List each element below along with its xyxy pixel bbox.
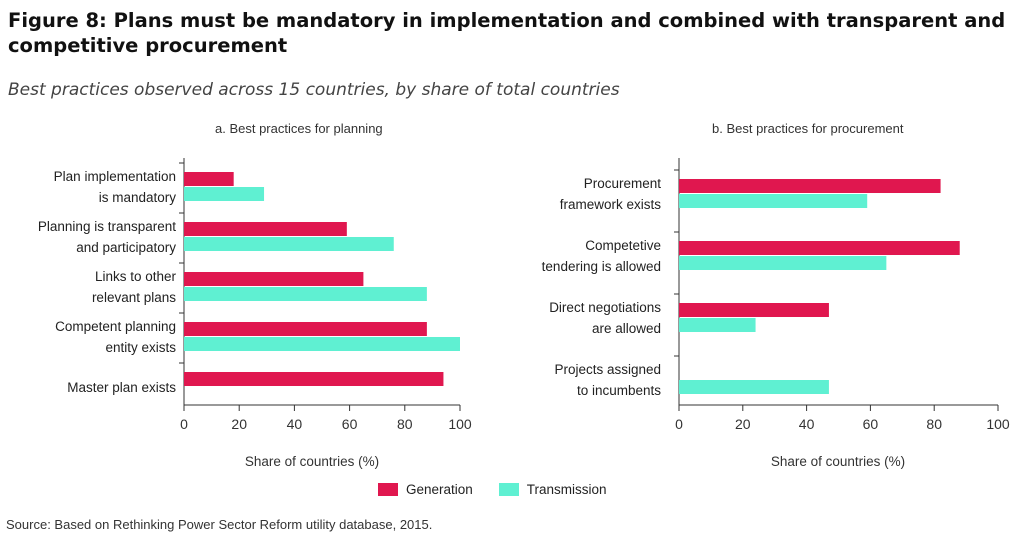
panel-b-category-label-line: Procurement (583, 176, 661, 191)
legend: Generation Transmission (378, 482, 633, 497)
panel-b-category-label-line: Direct negotiations (549, 300, 661, 315)
panel-a-category-label-line: and participatory (76, 240, 176, 255)
panel-b-category-label-line: framework exists (559, 197, 661, 212)
panel-a-x-tick-label: 80 (397, 416, 413, 432)
panel-a-category-label: Plan implementation is mandatory (54, 166, 176, 208)
panel-a-bar-generation (184, 222, 347, 236)
panel-b-category-label-line: tendering is allowed (541, 259, 661, 274)
panel-b-category-label-line: are allowed (591, 321, 661, 336)
panel-b-bar-transmission (679, 256, 887, 270)
panel-a-category-label-line: entity exists (105, 340, 176, 355)
panel-b-bar-generation (679, 179, 941, 193)
panel-a-category-label-line: is mandatory (98, 190, 176, 205)
panel-a-category-label-line: relevant plans (91, 290, 176, 305)
panel-b-x-tick-label: 40 (799, 416, 815, 432)
source-note: Source: Based on Rethinking Power Sector… (6, 517, 433, 532)
panel-a-bar-generation (184, 322, 427, 336)
legend-item-transmission: Transmission (498, 482, 607, 497)
panel-a-category-label-line: Master plan exists (67, 379, 176, 395)
panel-a-bar-generation (184, 272, 364, 286)
panel-a-x-tick-label: 60 (342, 416, 358, 432)
panel-b-x-tick-label: 80 (926, 416, 942, 432)
legend-swatch-transmission (498, 483, 519, 496)
panel-a-category-label-line: Plan implementation (53, 169, 176, 184)
panel-a-category-label-line: Links to other (94, 269, 176, 284)
panel-a-x-tick-label: 40 (287, 416, 303, 432)
panel-b-category-label: Projects assigned to incumbents (554, 359, 661, 401)
panel-a-category-label-line: Planning is transparent (37, 219, 176, 234)
legend-label-generation: Generation (406, 482, 473, 497)
panel-b-x-tick-label: 20 (735, 416, 751, 432)
panel-a-category-label: Master plan exists (67, 377, 176, 398)
panel-a-category-label: Competent planning entity exists (55, 316, 176, 358)
panel-b-bar-transmission (679, 194, 868, 208)
panel-b-category-label: Direct negotiations are allowed (549, 297, 661, 339)
legend-swatch-generation (378, 483, 398, 496)
panel-a-bar-transmission (184, 237, 394, 251)
figure-title: Figure 8: Plans must be mandatory in imp… (8, 9, 1006, 57)
panel-b-category-label: Competetive tendering is allowed (542, 235, 661, 277)
figure-subtitle: Best practices observed across 15 countr… (8, 80, 620, 100)
panel-a-title: a. Best practices for planning (215, 121, 383, 136)
panel-b-category-label-line: to incumbents (576, 383, 661, 398)
panel-a-bar-transmission (184, 187, 265, 201)
panel-a-bar-transmission (184, 287, 427, 301)
legend-item-generation: Generation (378, 482, 473, 497)
panel-a-bar-generation (184, 372, 444, 386)
panel-b-x-tick-label: 60 (863, 416, 879, 432)
panel-a-x-tick-label: 20 (231, 416, 247, 432)
panel-a-x-tick-label: 0 (180, 416, 188, 432)
panel-b-x-tick-label: 0 (675, 416, 683, 432)
panel-b-x-tick-label: 100 (986, 416, 1010, 432)
panel-a-x-tick-label: 100 (448, 416, 472, 432)
panel-a-category-label: Planning is transparent and participatory (38, 216, 176, 258)
panel-b-x-axis-label: Share of countries (%) (771, 454, 905, 469)
panel-a-category-label-line: Competent planning (55, 319, 176, 334)
panel-b-bar-generation (679, 241, 960, 255)
panel-b-bar-transmission (679, 380, 829, 394)
panel-a-bar-generation (184, 172, 234, 186)
panel-b-bar-generation (679, 303, 829, 317)
panel-a-category-label: Links to other relevant plans (92, 266, 176, 308)
panel-b-title: b. Best practices for procurement (712, 121, 904, 136)
panel-b-category-label: Procurement framework exists (560, 173, 661, 215)
legend-label-transmission: Transmission (526, 482, 607, 497)
panel-a-bar-transmission (184, 337, 460, 351)
panel-b-category-label-line: Projects assigned (554, 362, 661, 377)
panel-a-x-axis-label: Share of countries (%) (245, 454, 379, 469)
panel-b-category-label-line: Competetive (585, 238, 661, 253)
panel-b-bar-transmission (679, 318, 756, 332)
